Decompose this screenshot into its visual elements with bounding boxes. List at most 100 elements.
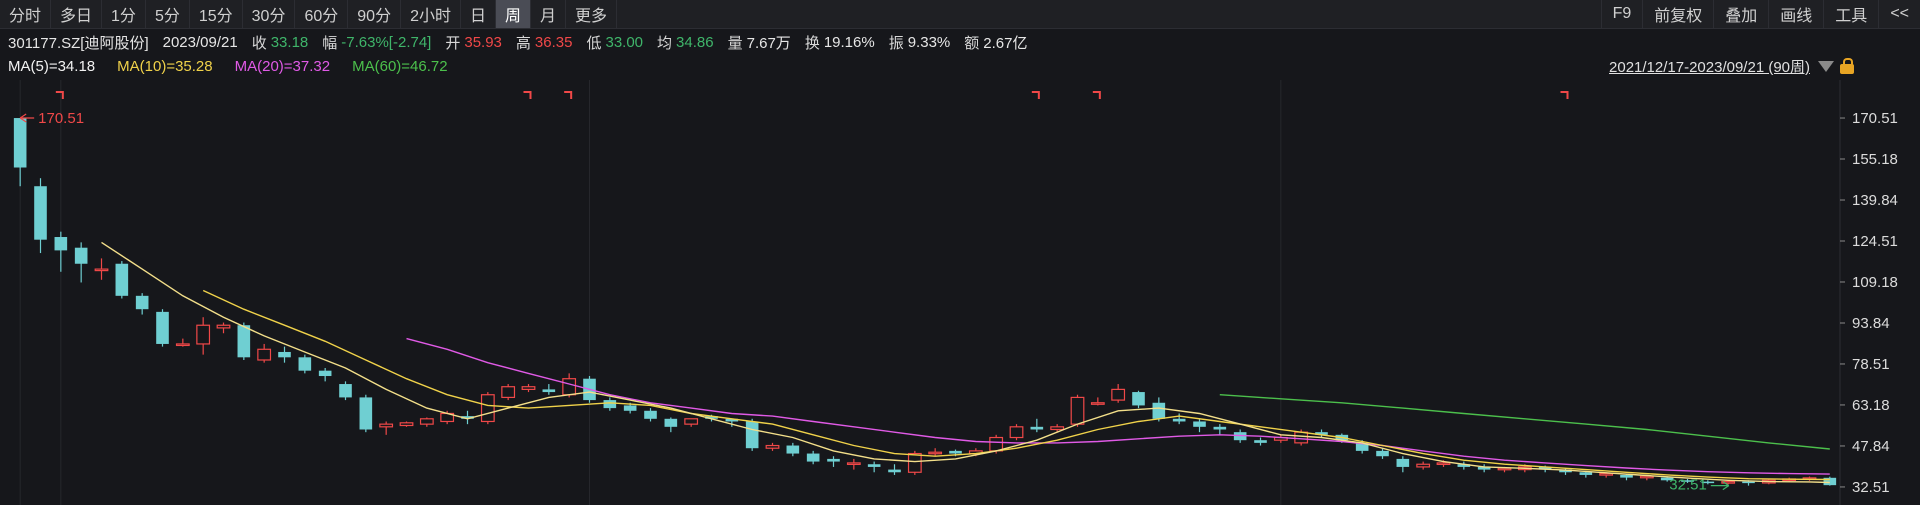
- candle-body-21: [419, 418, 434, 425]
- candle-body-85: [1721, 481, 1736, 484]
- amplitude-value: 9.33%: [907, 33, 951, 51]
- candle-body-44: [888, 469, 901, 473]
- candle-body-86: [1742, 481, 1755, 484]
- period-tabs: 分时 多日 1分 5分 15分 30分 60分 90分 2小时日周月更多: [0, 0, 618, 28]
- period-tab-11[interactable]: 月: [531, 0, 567, 28]
- period-tab-12[interactable]: 更多: [566, 0, 618, 28]
- candle-body-76: [1538, 466, 1552, 470]
- candle-body-90: [1823, 477, 1837, 486]
- period-tab-3[interactable]: 5分: [146, 0, 190, 28]
- candle-body-45: [907, 452, 922, 473]
- high-value: 36.35: [534, 33, 573, 51]
- candle-body-41: [827, 458, 840, 462]
- tool-button-4[interactable]: 工具: [1823, 0, 1878, 28]
- period-tab-9[interactable]: 日: [461, 0, 497, 28]
- amount-value: 2.67亿: [983, 34, 1028, 52]
- candle-body-25: [501, 386, 516, 399]
- candle-body-18: [359, 397, 373, 430]
- candle-body-53: [1070, 396, 1085, 425]
- candle-body-30: [603, 400, 617, 409]
- min-arrow: [1710, 481, 1730, 491]
- candle-body-33: [664, 418, 678, 427]
- candle-body-82: [1660, 477, 1674, 481]
- min-price-label: 32.51: [1669, 477, 1707, 494]
- range-dropdown-icon[interactable]: [1818, 61, 1834, 72]
- candle-body-56: [1132, 392, 1145, 406]
- candle-body-80: [1620, 474, 1633, 478]
- candle-body-79: [1599, 473, 1614, 476]
- period-tab-8[interactable]: 2小时: [401, 0, 461, 28]
- y-tick-label-2: 139.84: [1852, 192, 1898, 209]
- change-value: -7.63%[-2.74]: [341, 33, 432, 51]
- signal-marker-5: [1560, 91, 1569, 99]
- date-range-link[interactable]: 2021/12/17-2023/09/21 (90周): [1609, 59, 1810, 76]
- low-label: 低: [586, 34, 602, 52]
- candle-body-14: [278, 351, 291, 358]
- ma20-line: [406, 337, 1830, 475]
- candle-body-2: [34, 186, 47, 240]
- quote-info-row: 301177.SZ[迪阿股份] 2023/09/21 收 33.18 幅 -7.…: [8, 31, 1041, 53]
- candle-body-28: [562, 378, 577, 396]
- tool-button-3[interactable]: 画线: [1768, 0, 1823, 28]
- candle-body-38: [765, 444, 780, 449]
- candle-body-57: [1152, 402, 1166, 419]
- candle-body-34: [684, 418, 699, 425]
- period-tab-0[interactable]: 分时: [0, 0, 52, 28]
- toolbar: 分时 多日 1分 5分 15分 30分 60分 90分 2小时日周月更多 F9 前复权 叠加 画线 工具…: [0, 0, 1920, 29]
- period-tab-4[interactable]: 15分: [190, 0, 243, 28]
- tool-button-0[interactable]: F9: [1600, 0, 1643, 28]
- candle-body-23: [461, 416, 474, 419]
- turnover-value: 19.16%: [823, 33, 875, 51]
- candle-body-59: [1193, 421, 1206, 427]
- candle-body-36: [725, 418, 739, 422]
- candle-body-70: [1416, 463, 1431, 468]
- tool-button-5[interactable]: <<: [1878, 0, 1920, 28]
- candle-body-13: [257, 348, 272, 361]
- quote-date: 2023/09/21: [162, 33, 238, 51]
- candle-body-42: [846, 462, 861, 466]
- candle-body-60: [1213, 426, 1227, 430]
- candle-body-9: [175, 343, 190, 347]
- candle-body-52: [1050, 426, 1065, 431]
- y-tick-label-8: 47.84: [1852, 438, 1890, 455]
- period-tab-6[interactable]: 60分: [295, 0, 349, 28]
- candle-body-78: [1579, 472, 1593, 475]
- ma10-legend: MA(10)=35.28: [117, 57, 213, 75]
- high-label: 高: [515, 34, 531, 52]
- close-value: 33.18: [270, 33, 309, 51]
- candle-body-84: [1701, 481, 1715, 484]
- avg-value: 34.86: [676, 33, 714, 51]
- change-label: 幅: [322, 34, 338, 52]
- period-tab-10[interactable]: 周: [496, 0, 532, 28]
- lock-icon[interactable]: [1840, 58, 1854, 74]
- period-tab-1[interactable]: 多日: [51, 0, 103, 28]
- period-tab-7[interactable]: 90分: [348, 0, 402, 28]
- candle-body-55: [1111, 388, 1126, 401]
- y-tick-label-7: 63.18: [1852, 397, 1890, 414]
- candle-body-19: [379, 423, 394, 428]
- ma-legend: MA(5)=34.18 MA(10)=35.28 MA(20)=37.32 MA…: [8, 56, 470, 76]
- volume-label: 量: [727, 34, 743, 52]
- candle-body-3: [54, 237, 68, 251]
- signal-marker-0: [55, 91, 64, 99]
- y-tick-label-6: 78.51: [1852, 356, 1890, 373]
- candle-body-54: [1090, 402, 1105, 405]
- y-tick-label-3: 124.51: [1852, 233, 1898, 250]
- tool-button-2[interactable]: 叠加: [1713, 0, 1768, 28]
- period-tab-5[interactable]: 30分: [243, 0, 296, 28]
- candle-body-24: [480, 394, 495, 423]
- period-tab-2[interactable]: 1分: [102, 0, 146, 28]
- y-tick-label-0: 170.51: [1852, 110, 1898, 127]
- close-label: 收: [251, 34, 267, 52]
- candle-body-77: [1559, 469, 1572, 473]
- candle-body-65: [1315, 432, 1328, 435]
- candle-body-35: [705, 416, 718, 419]
- tool-button-1[interactable]: 前复权: [1642, 0, 1713, 28]
- candle-body-12: [237, 325, 251, 358]
- open-value: 35.93: [464, 33, 502, 51]
- candle-body-64: [1294, 431, 1309, 444]
- candle-body-39: [786, 445, 800, 454]
- candle-body-47: [949, 450, 962, 454]
- candlestick-chart[interactable]: 170.51 155.18 139.84 124.51 109.18 93.84 78.51…: [0, 80, 1920, 505]
- candle-body-31: [623, 405, 637, 411]
